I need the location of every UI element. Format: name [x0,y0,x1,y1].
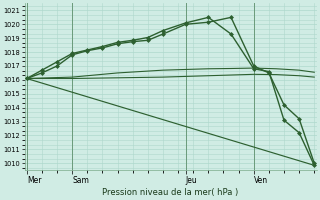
X-axis label: Pression niveau de la mer( hPa ): Pression niveau de la mer( hPa ) [102,188,239,197]
